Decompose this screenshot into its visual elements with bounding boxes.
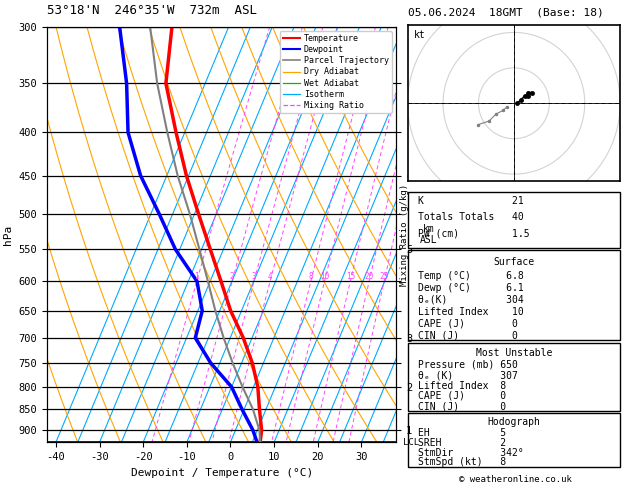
Y-axis label: hPa: hPa xyxy=(3,225,13,244)
Text: EH            5: EH 5 xyxy=(418,428,506,438)
Text: Surface: Surface xyxy=(493,258,535,267)
Text: SREH          2: SREH 2 xyxy=(418,438,506,448)
Text: 8: 8 xyxy=(308,272,313,281)
Text: Totals Totals   40: Totals Totals 40 xyxy=(418,212,524,223)
Text: 10: 10 xyxy=(320,272,329,281)
Text: Lifted Index    10: Lifted Index 10 xyxy=(418,307,524,317)
Text: Most Unstable: Most Unstable xyxy=(476,348,552,358)
Text: K               21: K 21 xyxy=(418,196,524,207)
Text: Lifted Index  8: Lifted Index 8 xyxy=(418,381,506,391)
Text: CIN (J)         0: CIN (J) 0 xyxy=(418,330,518,341)
Text: 05.06.2024  18GMT  (Base: 18): 05.06.2024 18GMT (Base: 18) xyxy=(408,7,603,17)
Text: StmSpd (kt)   8: StmSpd (kt) 8 xyxy=(418,457,506,467)
Text: 1: 1 xyxy=(194,272,199,281)
Text: θₑ(K)          304: θₑ(K) 304 xyxy=(418,295,524,305)
Text: kt: kt xyxy=(414,30,426,40)
Text: PW (cm)         1.5: PW (cm) 1.5 xyxy=(418,228,530,238)
Text: Pressure (mb) 650: Pressure (mb) 650 xyxy=(418,360,518,369)
Text: LCL: LCL xyxy=(403,438,420,447)
Text: CAPE (J)      0: CAPE (J) 0 xyxy=(418,391,506,401)
Text: Hodograph: Hodograph xyxy=(487,417,540,427)
Legend: Temperature, Dewpoint, Parcel Trajectory, Dry Adiabat, Wet Adiabat, Isotherm, Mi: Temperature, Dewpoint, Parcel Trajectory… xyxy=(280,31,392,113)
Text: θₑ (K)        307: θₑ (K) 307 xyxy=(418,370,518,380)
Text: Temp (°C)      6.8: Temp (°C) 6.8 xyxy=(418,271,524,281)
Text: Dewp (°C)      6.1: Dewp (°C) 6.1 xyxy=(418,283,524,293)
Text: Mixing Ratio (g/kg): Mixing Ratio (g/kg) xyxy=(401,183,409,286)
Text: 2: 2 xyxy=(230,272,235,281)
X-axis label: Dewpoint / Temperature (°C): Dewpoint / Temperature (°C) xyxy=(131,468,313,478)
Text: CAPE (J)        0: CAPE (J) 0 xyxy=(418,319,518,329)
Y-axis label: km
ASL: km ASL xyxy=(420,224,438,245)
Text: © weatheronline.co.uk: © weatheronline.co.uk xyxy=(459,474,572,484)
Text: 3: 3 xyxy=(252,272,256,281)
Text: 15: 15 xyxy=(346,272,355,281)
Text: 20: 20 xyxy=(365,272,374,281)
Text: 4: 4 xyxy=(268,272,272,281)
Text: 25: 25 xyxy=(379,272,389,281)
Text: 53°18'N  246°35'W  732m  ASL: 53°18'N 246°35'W 732m ASL xyxy=(47,4,257,17)
Text: StmDir        342°: StmDir 342° xyxy=(418,448,524,457)
Text: CIN (J)       0: CIN (J) 0 xyxy=(418,401,506,412)
